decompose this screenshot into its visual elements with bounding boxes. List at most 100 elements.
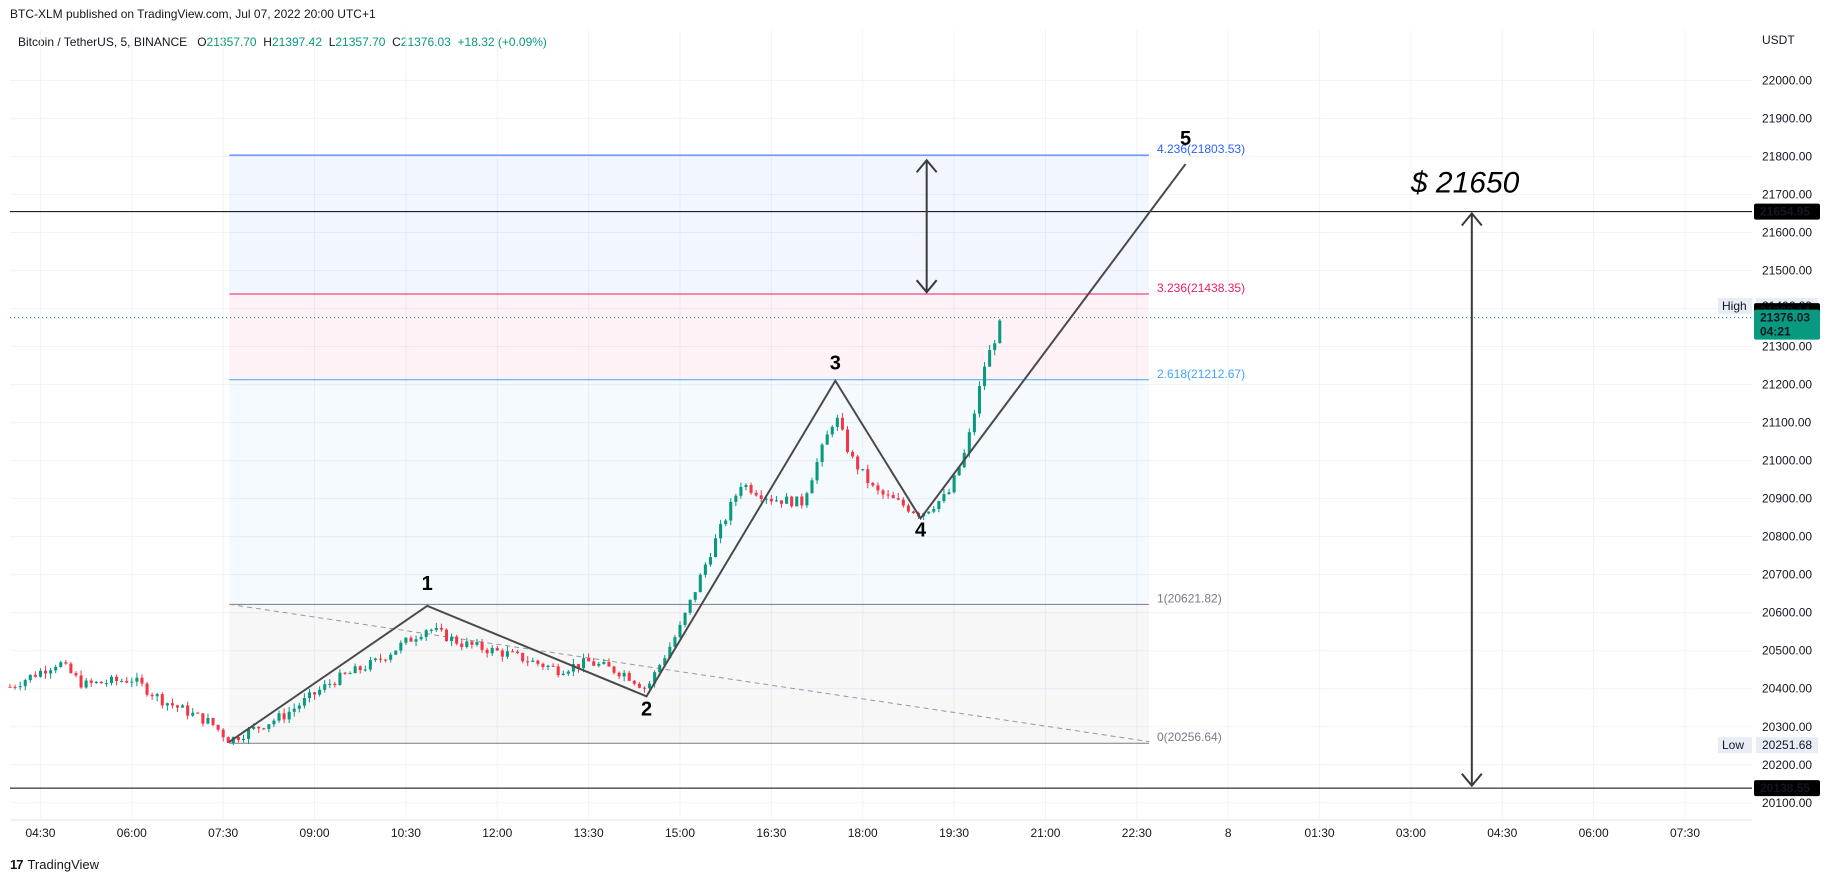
time-tick-label: 09:00 xyxy=(300,826,330,840)
candle-body xyxy=(343,672,347,674)
candle-body xyxy=(23,680,27,687)
candle-body xyxy=(28,674,32,681)
candle-body xyxy=(673,637,677,647)
candle-body xyxy=(769,498,773,502)
candle-body xyxy=(556,666,560,676)
candle-body xyxy=(790,496,794,507)
candle-body xyxy=(607,662,611,667)
candle-body xyxy=(267,724,271,729)
price-tick-label: 20300.00 xyxy=(1762,720,1812,734)
wave-label-3: 3 xyxy=(830,352,841,374)
candle-body xyxy=(551,665,555,667)
candle-body xyxy=(465,641,469,647)
price-tick-label: 21000.00 xyxy=(1762,454,1812,468)
candle-body xyxy=(59,662,63,667)
candle-body xyxy=(206,718,210,724)
fib-level-label: 3.236(21438.35) xyxy=(1157,281,1245,295)
fib-level-label: 2.618(21212.67) xyxy=(1157,367,1245,381)
candle-body xyxy=(160,694,164,706)
candle-body xyxy=(419,636,423,640)
candle-body xyxy=(612,666,616,673)
candle-body xyxy=(262,728,266,730)
candle-body xyxy=(744,484,748,487)
high-value: 21397.42 xyxy=(271,35,323,49)
candle-body xyxy=(54,666,58,671)
candle-body xyxy=(94,681,98,683)
candle-body xyxy=(983,366,987,387)
candle-body xyxy=(977,386,981,414)
candle-body xyxy=(64,662,68,664)
candle-body xyxy=(155,694,159,697)
candle-body xyxy=(282,713,286,720)
candle-body xyxy=(648,683,652,689)
time-tick-label: 03:00 xyxy=(1396,826,1426,840)
time-tick-label: 06:00 xyxy=(1579,826,1609,840)
candle-body xyxy=(414,639,418,642)
candle-body xyxy=(708,557,712,565)
candle-body xyxy=(967,432,971,453)
candle-body xyxy=(871,483,875,486)
candle-body xyxy=(561,673,565,676)
candle-body xyxy=(668,646,672,659)
price-axis-background xyxy=(1752,0,1834,882)
candle-body xyxy=(379,658,383,660)
candles-group xyxy=(8,319,1002,746)
candle-body xyxy=(678,624,682,638)
candle-body xyxy=(455,636,459,644)
price-badge-countdown: 04:21 xyxy=(1760,325,1791,339)
candle-body xyxy=(734,495,738,502)
candle-body xyxy=(89,680,93,683)
candle-body xyxy=(236,736,240,741)
time-tick-label: 18:00 xyxy=(848,826,878,840)
candle-body xyxy=(145,683,149,695)
candle-body xyxy=(911,511,916,514)
candle-body xyxy=(13,686,17,688)
candle-body xyxy=(181,705,185,708)
candle-body xyxy=(485,649,489,654)
candle-body xyxy=(906,505,910,512)
time-tick-label: 12:00 xyxy=(482,826,512,840)
candle-body xyxy=(44,670,48,674)
candle-body xyxy=(785,496,789,504)
symbol-title[interactable]: Bitcoin / TetherUS, 5, BINANCE xyxy=(18,35,188,49)
candle-body xyxy=(191,712,195,716)
time-tick-label: 07:30 xyxy=(208,826,238,840)
arrow-head-up xyxy=(1461,211,1483,227)
candle-body xyxy=(323,684,327,690)
candle-body xyxy=(490,647,494,654)
price-badge-value: 20138.55 xyxy=(1760,781,1810,795)
candle-body xyxy=(247,728,251,739)
candle-body xyxy=(881,490,885,495)
symbol-legend: Bitcoin / TetherUS, 5, BINANCE O21357.70… xyxy=(18,35,547,49)
candle-body xyxy=(622,672,626,677)
candle-body xyxy=(764,498,768,500)
price-tick-label: 20700.00 xyxy=(1762,568,1812,582)
candle-body xyxy=(820,444,824,463)
brand-label: TradingView xyxy=(27,857,100,872)
candle-body xyxy=(292,708,296,712)
candle-body xyxy=(170,703,174,706)
trend-line-dashed xyxy=(229,603,1150,743)
candle-body xyxy=(18,686,22,688)
candle-body xyxy=(632,680,636,684)
tradingview-brand[interactable]: 17 TradingView xyxy=(10,857,99,872)
candle-body xyxy=(120,680,124,682)
candle-body xyxy=(840,417,844,430)
candle-body xyxy=(719,524,723,539)
candle-body xyxy=(754,492,758,496)
candle-body xyxy=(313,692,317,695)
candle-body xyxy=(587,658,591,662)
candle-body xyxy=(394,650,398,655)
candle-body xyxy=(79,675,83,688)
candle-body xyxy=(439,627,443,630)
arrow-head-down xyxy=(915,279,938,294)
candle-body xyxy=(845,429,850,452)
tradingview-logo-icon: 17 xyxy=(10,857,24,872)
candle-body xyxy=(830,426,834,435)
candle-body xyxy=(495,647,499,651)
arrow-head-up xyxy=(915,158,938,173)
fib-zone xyxy=(229,155,1150,294)
time-tick-label: 21:00 xyxy=(1030,826,1060,840)
candle-body xyxy=(424,630,428,637)
